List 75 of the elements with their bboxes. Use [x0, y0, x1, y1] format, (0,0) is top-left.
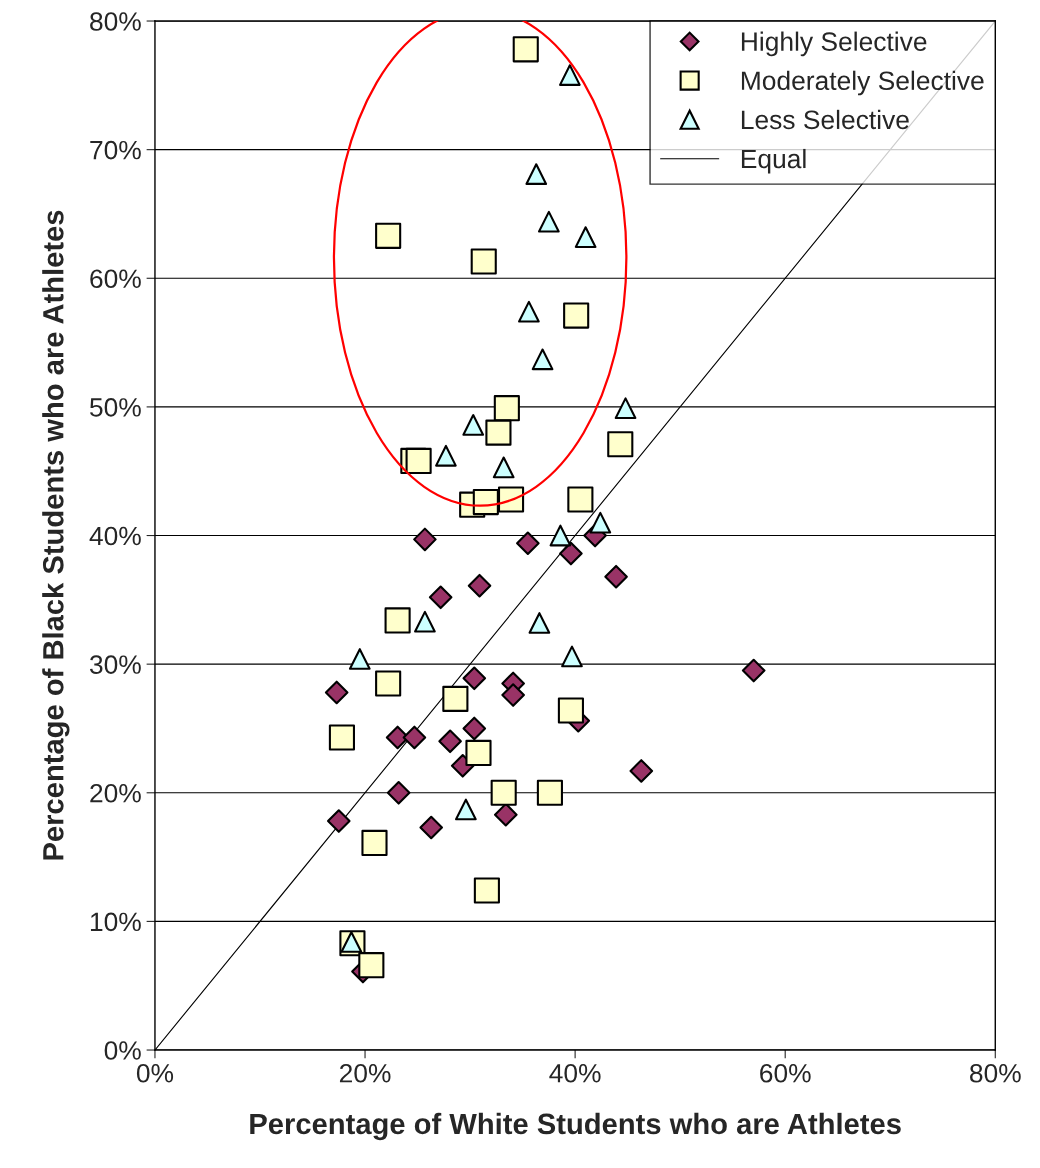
- point: [536, 779, 563, 806]
- point: [525, 163, 548, 185]
- point: [462, 414, 485, 436]
- legend-label: Equal: [741, 148, 806, 174]
- point: [563, 302, 590, 329]
- point: [375, 222, 402, 249]
- point: [549, 524, 572, 547]
- point: [574, 226, 597, 248]
- legend-label: Moderately Selective: [741, 70, 984, 96]
- y-tick-label: 70%: [90, 140, 141, 160]
- point: [490, 779, 517, 806]
- point: [604, 564, 628, 589]
- point: [419, 815, 444, 840]
- point: [462, 666, 487, 691]
- y-tick-label: 20%: [90, 783, 141, 803]
- point: [328, 724, 355, 751]
- point: [493, 395, 520, 422]
- point: [467, 573, 492, 598]
- y-tick-label: 0%: [104, 1041, 141, 1060]
- point: [518, 300, 540, 323]
- point: [741, 658, 766, 683]
- point: [501, 683, 525, 707]
- point: [473, 877, 500, 904]
- point: [375, 670, 402, 697]
- y-tick-label: 60%: [90, 269, 141, 289]
- point: [361, 829, 388, 857]
- y-tick-label: 30%: [89, 655, 141, 674]
- point: [348, 648, 371, 670]
- point: [497, 486, 525, 513]
- point: [442, 685, 469, 712]
- y-tick-label: 10%: [90, 912, 141, 932]
- point: [629, 759, 654, 783]
- point: [614, 397, 637, 420]
- point: [438, 729, 462, 754]
- point: [485, 419, 512, 446]
- point: [607, 431, 634, 458]
- x-tick-label: 80%: [970, 1063, 1021, 1083]
- point: [462, 716, 487, 741]
- x-tick-label: 20%: [339, 1063, 391, 1083]
- y-tick-label: 40%: [89, 526, 141, 546]
- point: [492, 456, 515, 479]
- point: [405, 447, 432, 474]
- point: [324, 680, 349, 705]
- point: [428, 585, 453, 610]
- y-axis-title: Percentage of Black Students who are Athletes: [42, 210, 70, 860]
- x-tick-label: 40%: [549, 1063, 601, 1083]
- point: [358, 952, 385, 979]
- point: [384, 607, 411, 634]
- point: [470, 248, 497, 275]
- point: [567, 486, 594, 513]
- y-tick-label: 50%: [90, 398, 141, 417]
- point: [465, 739, 492, 766]
- point: [386, 780, 411, 805]
- point: [559, 541, 583, 566]
- x-tick-label: 0%: [136, 1063, 174, 1083]
- point: [559, 64, 581, 86]
- legend-label: Highly Selective: [741, 31, 927, 57]
- x-tick-label: 60%: [760, 1063, 811, 1083]
- point: [528, 612, 551, 634]
- point: [531, 348, 554, 371]
- legend-label: Less Selective: [741, 109, 909, 130]
- point: [413, 527, 437, 552]
- point: [402, 725, 427, 750]
- point: [414, 610, 436, 633]
- point: [512, 36, 539, 63]
- point: [516, 531, 540, 556]
- point: [538, 210, 560, 233]
- point: [561, 645, 583, 668]
- point: [326, 809, 351, 833]
- point: [557, 697, 584, 724]
- y-tick-label: 80%: [90, 12, 141, 31]
- point: [455, 798, 477, 821]
- point: [435, 444, 457, 467]
- point: [589, 511, 612, 534]
- x-axis-title: Percentage of White Students who are Athletes: [250, 1112, 901, 1141]
